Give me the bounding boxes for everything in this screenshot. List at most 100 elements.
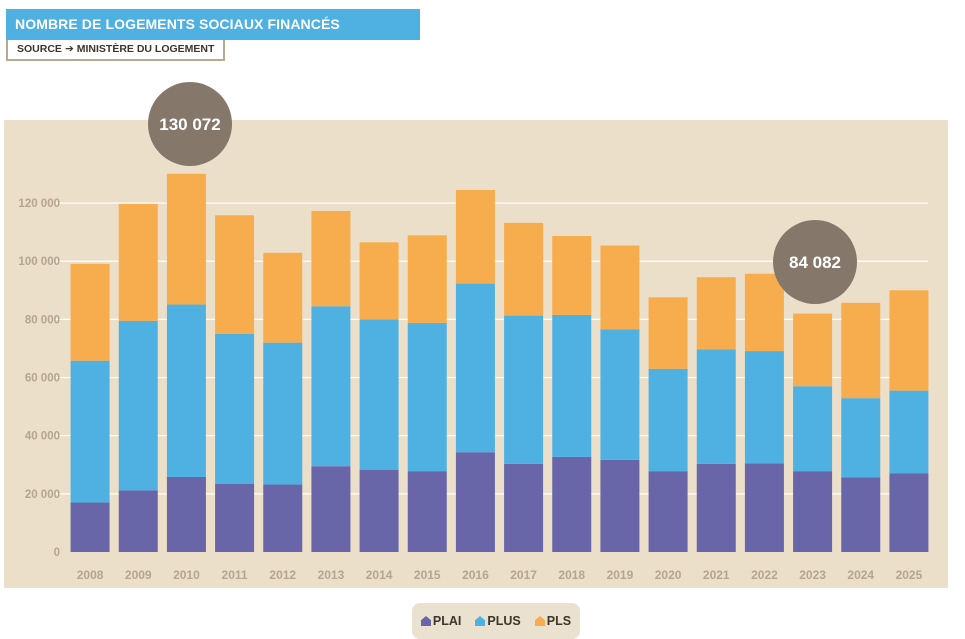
bar-plai-2025 [889, 473, 929, 552]
x-tick-label-2013: 2013 [318, 568, 345, 582]
bar-plus-2009 [118, 320, 158, 491]
annotation-bubble-2023 [773, 220, 857, 304]
x-tick-label-2020: 2020 [655, 568, 682, 582]
pls-house-icon-shape [534, 616, 545, 626]
y-tick-label: 100 000 [18, 256, 60, 268]
bar-plus-2019 [600, 329, 640, 460]
bar-plai-2018 [552, 456, 592, 552]
bar-pls-2016 [455, 189, 495, 284]
source-line: SOURCE ➔ MINISTÈRE DU LOGEMENT [6, 40, 225, 61]
bar-plai-2020 [648, 471, 688, 552]
bar-plai-2013 [311, 466, 351, 552]
x-tick-label-2024: 2024 [847, 568, 874, 582]
bar-pls-2020 [648, 297, 688, 369]
x-tick-label-2022: 2022 [751, 568, 778, 582]
bar-plai-2008 [70, 502, 110, 552]
y-tick-label: 40 000 [25, 431, 60, 443]
bar-plai-2024 [841, 477, 881, 552]
legend-label-pls: PLS [546, 614, 572, 628]
y-tick-label: 0 [54, 547, 60, 559]
source-value: MINISTÈRE DU LOGEMENT [76, 43, 215, 55]
bar-pls-2012 [263, 252, 303, 343]
x-tick-label-2015: 2015 [414, 568, 441, 582]
plus-house-icon-shape [475, 616, 486, 626]
bar-plai-2012 [263, 484, 303, 552]
bar-plus-2015 [407, 322, 447, 472]
plus-house-icon [475, 616, 486, 626]
bar-pls-2009 [118, 203, 158, 321]
x-tick-label-2008: 2008 [77, 568, 104, 582]
bar-plus-2020 [648, 368, 688, 472]
bar-plus-2011 [215, 333, 255, 484]
x-tick-label-2009: 2009 [125, 568, 152, 582]
annotation-label-2010: 130 072 [159, 115, 220, 134]
bar-plus-2023 [793, 386, 833, 472]
legend-item-plai: PLAI [420, 614, 462, 628]
y-tick-label: 20 000 [25, 489, 60, 501]
y-tick-label: 60 000 [25, 373, 60, 385]
bar-pls-2008 [70, 263, 110, 361]
bar-pls-2013 [311, 210, 351, 307]
bar-plus-2008 [70, 360, 110, 503]
x-tick-label-2018: 2018 [558, 568, 585, 582]
bar-pls-2014 [359, 242, 399, 320]
bar-plai-2014 [359, 470, 399, 552]
chart-legend: PLAI PLUS PLS [412, 603, 580, 639]
x-tick-label-2017: 2017 [510, 568, 537, 582]
legend-label-plus: PLUS [487, 614, 521, 628]
bar-plus-2014 [359, 319, 399, 471]
bar-pls-2010 [166, 173, 206, 305]
bar-plai-2011 [215, 483, 255, 552]
bar-pls-2015 [407, 235, 447, 323]
y-tick-label: 80 000 [25, 314, 60, 326]
bar-pls-2025 [889, 290, 929, 391]
annotation-label-2023: 84 082 [789, 253, 841, 272]
bar-plus-2022 [744, 351, 784, 464]
bar-pls-2011 [215, 215, 255, 334]
x-tick-label-2012: 2012 [269, 568, 296, 582]
bar-plai-2019 [600, 459, 640, 552]
chart-title: NOMBRE DE LOGEMENTS SOCIAUX FINANCÉS [6, 9, 420, 40]
bar-plus-2021 [696, 349, 736, 464]
bar-pls-2019 [600, 245, 640, 330]
x-tick-label-2023: 2023 [799, 568, 826, 582]
bar-plus-2025 [889, 390, 929, 474]
bar-pls-2022 [744, 273, 784, 352]
bar-plus-2017 [504, 315, 544, 464]
bar-plus-2013 [311, 306, 351, 467]
bar-plai-2016 [455, 452, 495, 552]
x-tick-label-2016: 2016 [462, 568, 489, 582]
y-tick-label: 120 000 [18, 198, 60, 210]
legend-label-plai: PLAI [432, 614, 462, 628]
pls-house-icon [534, 616, 545, 626]
bar-plai-2017 [504, 463, 544, 552]
bar-plus-2024 [841, 398, 881, 478]
arrow-right-icon: ➔ [64, 43, 74, 55]
plai-house-icon [420, 616, 431, 626]
bar-plai-2015 [407, 471, 447, 552]
bar-plai-2023 [793, 471, 833, 552]
legend-item-pls: PLS [534, 614, 572, 628]
legend-item-plus: PLUS [475, 614, 521, 628]
x-tick-label-2025: 2025 [896, 568, 923, 582]
bar-plai-2022 [744, 463, 784, 552]
x-tick-label-2021: 2021 [703, 568, 730, 582]
x-tick-label-2019: 2019 [607, 568, 634, 582]
bar-plus-2018 [552, 315, 592, 457]
plai-house-icon-shape [420, 616, 431, 626]
x-tick-label-2011: 2011 [222, 568, 248, 582]
bar-plus-2010 [166, 304, 206, 477]
bar-plai-2021 [696, 463, 736, 552]
bar-pls-2017 [504, 222, 544, 316]
bar-pls-2024 [841, 302, 881, 399]
bar-pls-2018 [552, 235, 592, 316]
x-tick-label-2010: 2010 [173, 568, 200, 582]
bar-pls-2023 [793, 313, 833, 387]
bar-pls-2021 [696, 277, 736, 350]
stacked-bar-chart: 0 20 000 40 000 60 000 80 000 100 000 120 000 2… [4, 82, 948, 588]
source-label: SOURCE [17, 43, 62, 55]
annotation-bubble-2010 [148, 82, 232, 166]
bar-plus-2016 [455, 283, 495, 453]
bar-plai-2009 [118, 490, 158, 552]
bar-plus-2012 [263, 342, 303, 485]
